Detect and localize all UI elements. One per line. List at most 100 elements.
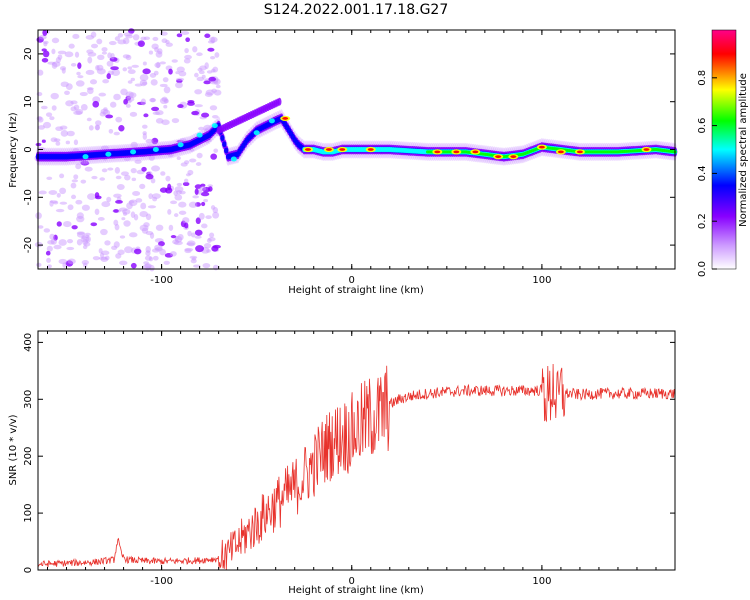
noise-speckle (38, 34, 47, 40)
noise-speckle (106, 60, 114, 67)
noise-speckle (101, 201, 111, 208)
noise-speckle (46, 257, 51, 263)
noise-speckle (42, 50, 50, 58)
noise-speckle (53, 244, 62, 250)
noise-speckle (209, 232, 215, 238)
noise-speckle (206, 70, 213, 74)
noise-speckle (148, 50, 154, 55)
noise-speckle (58, 239, 67, 246)
noise-speckle (201, 112, 210, 118)
noise-speckle (196, 152, 203, 159)
snr-x-tick-label: 0 (349, 576, 355, 587)
noise-speckle (194, 235, 202, 239)
ridge-blob (82, 154, 89, 160)
noise-speckle (213, 148, 219, 153)
noise-speckle (184, 47, 189, 54)
noise-speckle (151, 106, 160, 112)
noise-speckle (171, 118, 180, 124)
noise-speckle (141, 227, 149, 234)
noise-speckle (95, 120, 102, 126)
noise-speckle (198, 212, 205, 220)
hotspot-red (472, 150, 479, 154)
noise-speckle (77, 62, 82, 69)
noise-speckle (77, 75, 84, 79)
noise-speckle (170, 200, 178, 205)
noise-speckle (163, 260, 170, 265)
noise-speckle (134, 159, 142, 164)
noise-speckle (57, 50, 67, 55)
noise-speckle (192, 195, 200, 199)
noise-speckle (91, 175, 98, 180)
noise-speckle (210, 56, 216, 60)
noise-speckle (50, 92, 59, 100)
spectrogram-y-tick-label: 20 (23, 48, 34, 61)
noise-speckle (140, 98, 147, 106)
noise-speckle (198, 70, 205, 75)
noise-speckle (103, 107, 108, 112)
colorbar-gradient (711, 29, 737, 270)
noise-speckle (80, 179, 87, 184)
noise-speckle (66, 246, 75, 251)
noise-speckle (76, 212, 84, 219)
noise-speckle (176, 182, 183, 187)
noise-speckle (124, 246, 133, 254)
noise-speckle (90, 31, 97, 38)
noise-speckle (131, 177, 137, 182)
noise-speckle (129, 111, 138, 117)
noise-speckle (167, 208, 172, 215)
noise-speckle (147, 205, 157, 209)
noise-speckle (149, 264, 155, 272)
noise-speckle (172, 239, 180, 245)
noise-speckle (46, 176, 53, 181)
noise-speckle (185, 173, 191, 177)
noise-speckle (177, 104, 184, 109)
noise-speckle (151, 165, 161, 172)
noise-speckle (207, 47, 215, 52)
noise-speckle (188, 201, 198, 208)
ridge-segment (220, 135, 225, 142)
noise-speckle (99, 177, 106, 181)
noise-speckle (102, 109, 111, 116)
noise-speckle (179, 138, 187, 142)
noise-speckle (67, 204, 74, 211)
noise-speckle (56, 221, 62, 227)
hotspot-red (367, 148, 374, 151)
noise-speckle (66, 130, 75, 137)
noise-speckle (194, 89, 203, 95)
noise-speckle (145, 250, 151, 257)
snr-x-tick-label: 100 (532, 576, 551, 587)
noise-speckle (43, 228, 51, 233)
noise-speckle (58, 258, 68, 265)
noise-speckle (92, 256, 100, 261)
noise-speckle (65, 83, 73, 91)
noise-speckle (127, 66, 133, 70)
hotspot-red (305, 148, 312, 151)
ridge-blob (268, 118, 275, 124)
colorbar-tick-label: 0.2 (697, 213, 708, 229)
spectrogram-y-tick-label: -20 (23, 237, 34, 253)
noise-speckle (142, 133, 148, 140)
noise-speckle (101, 168, 108, 173)
noise-speckle (148, 193, 153, 200)
noise-speckle (212, 211, 220, 219)
noise-speckle (51, 37, 60, 44)
noise-speckle (73, 174, 79, 180)
noise-speckle (209, 105, 218, 111)
noise-speckle (194, 72, 199, 78)
noise-speckle (210, 153, 218, 160)
noise-speckle (145, 266, 151, 271)
noise-speckle (84, 166, 93, 172)
noise-speckle (206, 238, 212, 243)
noise-speckle (86, 117, 92, 122)
noise-speckle (114, 36, 121, 41)
noise-speckle (81, 204, 90, 211)
noise-speckle (97, 54, 105, 61)
noise-speckle (94, 192, 100, 198)
colorbar-tick-label: 0.4 (697, 165, 708, 181)
noise-speckle (207, 186, 213, 192)
noise-speckle (163, 86, 171, 94)
noise-speckle (115, 116, 123, 123)
noise-speckle (175, 77, 185, 81)
noise-speckle (195, 245, 204, 253)
